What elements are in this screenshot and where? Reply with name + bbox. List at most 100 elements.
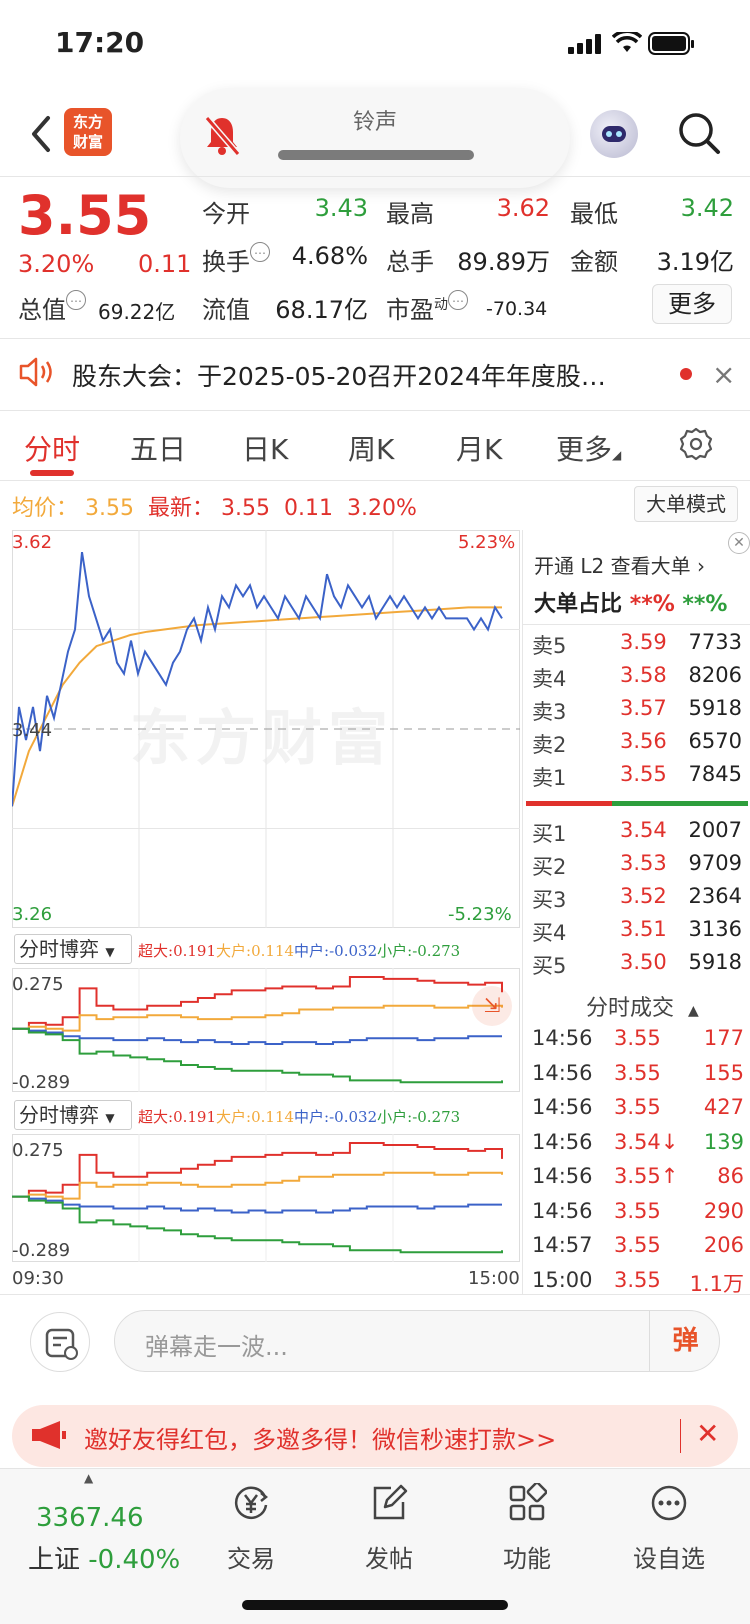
turnover-value: 4.68% [291,242,368,270]
danmu-send-button[interactable]: 弹 [649,1311,721,1371]
flow-y-top-label: 0.275 [12,974,64,995]
announcement-close-button[interactable]: × [712,358,736,391]
index-name: 上证 [28,1545,81,1575]
logo-text-top: 东方 [72,113,103,131]
bid-row[interactable]: 买3 3.52 2364 [532,884,742,916]
more-quote-button[interactable]: 更多 [652,284,732,324]
tab-daily-k[interactable]: 日K [242,433,289,466]
legend-small-value: :-0.273 [407,1108,461,1126]
nav-post[interactable]: 发帖 [334,1483,444,1574]
announcement-text[interactable]: 股东大会：于2025-05-20召开2024年年度股… [72,362,606,391]
index-ticker[interactable]: 上证 -0.40% [28,1539,180,1576]
trades-header[interactable]: 分时成交 ▲ [586,990,699,1022]
avg-price-value: 3.55 [85,496,134,521]
danmu-placeholder: 弹幕走一波... [145,1333,288,1361]
legend-large-label: 大户 [216,942,247,960]
info-icon[interactable]: … [66,290,86,310]
capital-flow-selector[interactable]: 分时博弈 ▼ [14,934,132,964]
tab-more[interactable]: 更多◢ [556,428,621,468]
ask-row[interactable]: 卖4 3.58 8206 [532,663,742,695]
big-order-ratio-buy: **% [629,592,675,617]
info-icon[interactable]: … [250,242,270,262]
danmu-input[interactable]: 弹幕走一波... 弹 [114,1310,720,1372]
promo-text: 邀好友得红包，多邀多得！微信秒速打款>> [84,1426,557,1454]
big-order-mode-button[interactable]: 大单模式 [634,486,738,522]
latest-change: 0.11 [284,496,333,521]
bid-row[interactable]: 买5 3.50 5918 [532,950,742,982]
bid-price: 3.53 [620,851,667,875]
gear-icon[interactable] [678,426,714,462]
ringtone-volume-bar[interactable] [278,150,474,160]
info-icon[interactable]: … [448,290,468,310]
ask-row[interactable]: 卖3 3.57 5918 [532,696,742,728]
ask-row[interactable]: 卖2 3.56 6570 [532,729,742,761]
trade-price: 3.55 [614,1233,661,1257]
high-label: 最高 [386,200,434,228]
bid-row[interactable]: 买4 3.51 3136 [532,917,742,949]
bid-row[interactable]: 买2 3.53 9709 [532,851,742,883]
trade-time: 14:56 [532,1026,593,1050]
amount-label: 金额 [570,248,618,276]
tab-weekly-k[interactable]: 周K [348,433,395,466]
search-icon[interactable] [676,110,722,156]
expand-chart-button[interactable]: ⇲ [472,986,512,1026]
legend-small-value: :-0.273 [407,942,461,960]
trade-price: 3.55 [614,1198,661,1223]
bid-volume: 9709 [688,851,742,875]
volume-label: 总手 [386,248,434,276]
capital-flow-chart-2[interactable] [12,1134,520,1262]
speaker-icon [19,357,52,387]
trade-price: 3.55 [614,1095,661,1119]
float-mv-label: 流值 [202,296,250,324]
danmu-settings-button[interactable] [30,1312,90,1372]
nav-add-watchlist-label: 设自选 [633,1545,705,1573]
flow-line-大户 [12,1004,503,1032]
open-l2-link[interactable]: 开通 L2 查看大单 › [534,550,705,579]
capital-flow-selector-2[interactable]: 分时博弈 ▼ [14,1100,132,1130]
trade-time: 15:00 [532,1267,593,1292]
tab-five-day[interactable]: 五日 [130,433,187,466]
low-label: 最低 [570,200,618,228]
tab-intraday[interactable]: 分时 [24,433,81,466]
trade-time: 14:56 [532,1060,593,1085]
open-value: 3.43 [314,194,368,222]
nav-add-watchlist[interactable]: 设自选 [614,1483,724,1574]
intraday-chart[interactable] [12,530,520,928]
flow-y-bottom-label: -0.289 [12,1240,71,1261]
nav-features[interactable]: 功能 [472,1481,582,1574]
tab-monthly-k[interactable]: 月K [456,433,503,466]
bid-row[interactable]: 买1 3.54 2007 [532,818,742,850]
ask-row[interactable]: 卖1 3.55 7845 [532,762,742,794]
ask-label: 卖1 [532,766,567,790]
l2-close-button[interactable]: ✕ [728,532,750,554]
back-arrow-icon[interactable] [26,112,56,156]
trade-volume: 1.1万 [689,1271,744,1296]
assistant-avatar[interactable] [590,110,638,158]
amount-value: 3.19亿 [656,248,734,276]
nav-trade[interactable]: 交易 [196,1483,306,1574]
ask-volume: 7845 [688,762,742,786]
trade-time: 14:57 [532,1233,593,1257]
legend-mid-value: :-0.032 [324,942,378,960]
legend-small-label: 小户 [377,942,408,960]
capital-flow-chart-1[interactable] [12,968,520,1092]
open-l2-link-text: 开通 L2 查看大单 [534,554,691,578]
ask-price: 3.58 [620,663,667,687]
bid-price: 3.50 [620,950,667,974]
home-indicator[interactable] [242,1600,508,1610]
promo-close-button[interactable]: ✕ [696,1417,720,1450]
ask-label: 卖2 [532,733,567,757]
divider [0,480,750,481]
bid-volume: 3136 [688,917,742,941]
trade-time: 14:56 [532,1164,593,1188]
divider [522,624,750,625]
invite-promo-banner[interactable]: 邀好友得红包，多邀多得！微信秒速打款>> ✕ [12,1405,738,1467]
legend-small-label: 小户 [377,1108,408,1126]
flow-y-bottom-label: -0.289 [12,1072,71,1093]
ask-row[interactable]: 卖5 3.59 7733 [532,630,742,662]
ringtone-popup[interactable]: 铃声 [180,88,570,188]
big-order-ratio: 大单占比 **% **% [534,586,727,618]
trade-row: 14:57 3.55 206 [532,1233,744,1267]
legend-large-value: :0.114 [246,942,295,960]
index-value[interactable]: 3367.46 [36,1503,144,1533]
